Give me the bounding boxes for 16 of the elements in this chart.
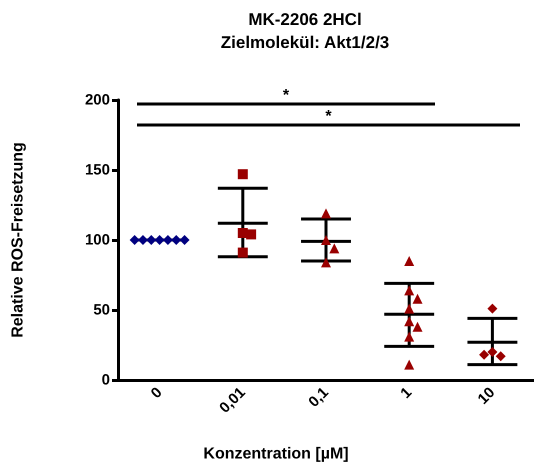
x-tick-label: 10 bbox=[474, 384, 498, 408]
chart-subtitle: Zielmolekül: Akt1/2/3 bbox=[220, 33, 390, 52]
y-tick-label: 200 bbox=[84, 92, 110, 108]
x-tick-label: 1 bbox=[397, 384, 416, 402]
x-tick-label: 0 bbox=[148, 384, 166, 402]
y-tick-label: 150 bbox=[84, 162, 110, 178]
x-axis-title: Konzentration [µM] bbox=[203, 446, 349, 462]
chart-title: MK-2206 2HCl bbox=[248, 10, 362, 29]
annotation: * bbox=[325, 108, 332, 125]
x-tick-label: 0,1 bbox=[305, 384, 332, 411]
y-tick-label: 0 bbox=[102, 372, 110, 388]
x-tick-label: 0,01 bbox=[216, 384, 249, 417]
y-axis-title: Relative ROS-Freisetzung bbox=[10, 142, 26, 338]
annotation: * bbox=[282, 87, 290, 104]
y-tick-label: 50 bbox=[93, 302, 110, 318]
y-tick-label: 100 bbox=[84, 232, 110, 248]
